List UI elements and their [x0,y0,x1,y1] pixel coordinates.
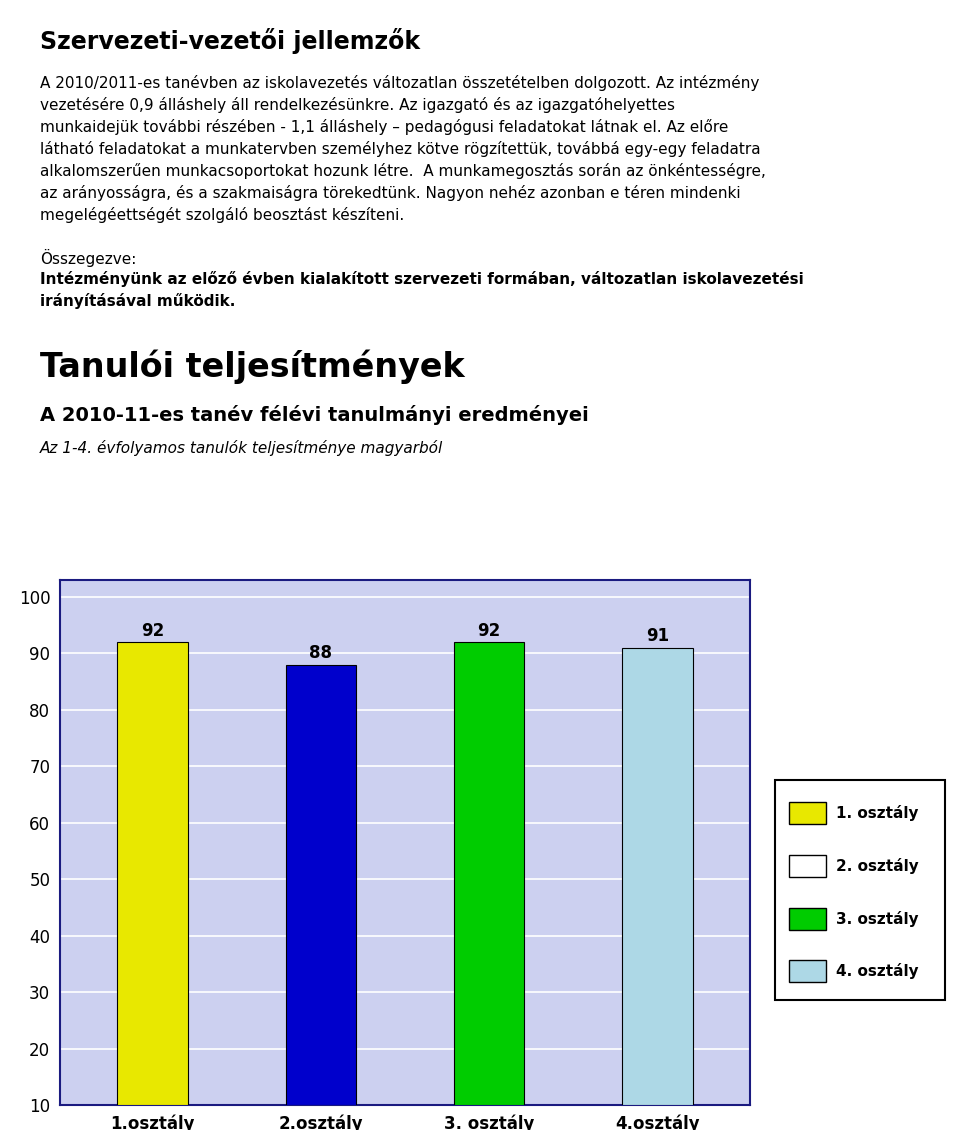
Text: megelégéettségét szolgáló beosztást készíteni.: megelégéettségét szolgáló beosztást kész… [40,207,404,223]
Text: 4. osztály: 4. osztály [836,964,919,980]
FancyBboxPatch shape [788,907,826,930]
Text: Intézményünk az előző évben kialakított szervezeti formában, változatlan iskolav: Intézményünk az előző évben kialakított … [40,271,804,287]
Text: Szervezeti-vezetői jellemzők: Szervezeti-vezetői jellemzők [40,28,420,54]
Text: látható feladatokat a munkatervben személyhez kötve rögzítettük, továbbá egy-egy: látható feladatokat a munkatervben szemé… [40,141,760,157]
Text: 92: 92 [141,622,164,640]
Text: A 2010/2011-es tanévben az iskolavezetés változatlan összetételben dolgozott. Az: A 2010/2011-es tanévben az iskolavezetés… [40,75,759,92]
Text: az arányosságra, és a szakmaiságra törekedtünk. Nagyon nehéz azonban e téren min: az arányosságra, és a szakmaiságra törek… [40,185,740,201]
FancyBboxPatch shape [788,854,826,877]
Text: Összegezve:: Összegezve: [40,249,136,267]
FancyBboxPatch shape [788,802,826,824]
Text: Az 1-4. évfolyamos tanulók teljesítménye magyarból: Az 1-4. évfolyamos tanulók teljesítménye… [40,440,444,457]
Text: 92: 92 [477,622,501,640]
Bar [285,664,356,1105]
Bar [454,642,524,1105]
Text: munkaidejük további részében - 1,1 álláshely – pedagógusi feladatokat látnak el.: munkaidejük további részében - 1,1 állás… [40,119,729,134]
Text: 3. osztály: 3. osztály [836,911,919,927]
Text: 91: 91 [646,627,669,645]
Text: irányításával működik.: irányításával működik. [40,293,235,308]
Bar [622,647,693,1105]
Text: vezetésére 0,9 álláshely áll rendelkezésünkre. Az igazgató és az igazgatóhelyett: vezetésére 0,9 álláshely áll rendelkezés… [40,97,675,113]
Text: 2. osztály: 2. osztály [836,858,919,873]
Text: alkalomszerűen munkacsoportokat hozunk létre.  A munkamegosztás során az önkénte: alkalomszerűen munkacsoportokat hozunk l… [40,163,766,179]
FancyBboxPatch shape [775,780,945,1000]
Text: 88: 88 [309,644,332,662]
FancyBboxPatch shape [788,960,826,982]
Text: A 2010-11-es tanév félévi tanulmányi eredményei: A 2010-11-es tanév félévi tanulmányi ere… [40,405,588,425]
Bar [117,642,188,1105]
Text: 1. osztály: 1. osztály [836,805,919,822]
Text: Tanulói teljesítmények: Tanulói teljesítmények [40,350,465,384]
